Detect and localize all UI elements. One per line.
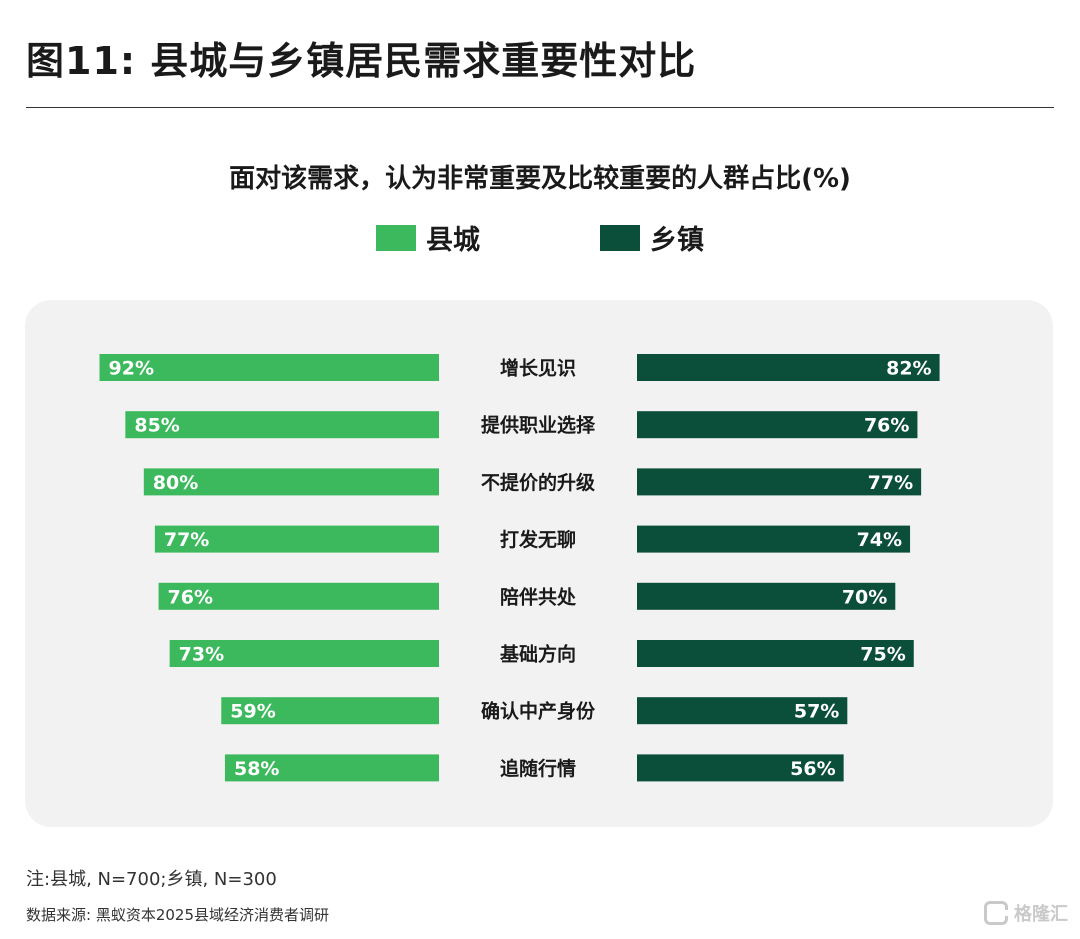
data-label-county-0: 92% — [109, 358, 154, 380]
figure-title: 图11: 县城与乡镇居民需求重要性对比 — [26, 39, 697, 83]
category-label-1: 提供职业选择 — [481, 414, 596, 437]
category-label-3: 打发无聊 — [500, 528, 576, 551]
category-label-4: 陪伴共处 — [500, 585, 577, 608]
bar-county-3 — [154, 525, 439, 553]
bar-town-0 — [637, 354, 940, 381]
chart-title: 面对该需求，认为非常重要及比较重要的人群占比(%) — [229, 164, 851, 194]
data-label-town-2: 77% — [868, 472, 913, 494]
legend-swatch-town — [600, 224, 640, 251]
legend-item-county: 县城 — [376, 218, 480, 257]
bar-town-3 — [637, 525, 911, 553]
bar-county-0 — [99, 354, 440, 381]
category-label-6: 确认中产身份 — [481, 700, 596, 723]
legend-label-county: 县城 — [426, 225, 480, 256]
data-label-town-3: 74% — [857, 529, 902, 551]
data-label-county-4: 76% — [168, 586, 213, 608]
bar-county-1 — [125, 411, 439, 439]
brand-icon — [984, 901, 1008, 925]
bar-town-4 — [637, 582, 896, 610]
data-label-county-3: 77% — [164, 529, 209, 551]
data-label-county-6: 59% — [230, 701, 275, 723]
bar-town-5 — [637, 640, 914, 667]
data-label-town-0: 82% — [886, 358, 931, 380]
data-label-town-1: 76% — [864, 415, 909, 437]
data-label-town-5: 75% — [860, 644, 905, 666]
footnote: 注:县城, N=700;乡镇, N=300 — [26, 869, 277, 890]
brand-name: 格隆汇 — [1014, 904, 1068, 925]
brand-logo: 格隆汇 — [984, 900, 1068, 926]
bar-town-6 — [637, 697, 848, 725]
data-label-county-7: 58% — [234, 758, 279, 780]
chart-panel: 92% 82% 增长见识 85% 76% 提供职业选择 80% 77% 不提价的升级 77% 74%… — [25, 300, 1053, 827]
legend-label-town: 乡镇 — [650, 225, 704, 256]
category-label-5: 基础方向 — [499, 643, 576, 666]
bar-county-2 — [143, 468, 440, 496]
butterfly-chart: 92% 82% 增长见识 85% 76% 提供职业选择 80% 77% 不提价的升级 77% 74%… — [99, 354, 940, 782]
category-label-2: 不提价的升级 — [481, 471, 595, 494]
title-rule — [26, 107, 1054, 108]
bar-county-6 — [221, 697, 439, 725]
source-text: 数据来源: 黑蚁资本2025县域经济消费者调研 — [26, 906, 329, 924]
data-label-town-6: 57% — [794, 701, 839, 723]
bar-county-5 — [169, 640, 439, 667]
bar-county-7 — [224, 754, 439, 782]
bar-town-1 — [637, 411, 918, 439]
category-label-0: 增长见识 — [500, 357, 576, 380]
legend-swatch-county — [376, 224, 416, 251]
legend-item-town: 乡镇 — [600, 218, 704, 257]
data-label-town-4: 70% — [842, 586, 887, 608]
data-label-county-2: 80% — [153, 472, 198, 494]
bar-town-7 — [637, 754, 844, 782]
data-label-county-1: 85% — [134, 415, 179, 437]
legend: 县城 乡镇 — [0, 218, 1080, 257]
bar-town-2 — [637, 468, 922, 496]
category-label-7: 追随行情 — [500, 757, 576, 780]
bar-county-4 — [158, 582, 439, 610]
data-label-town-7: 56% — [790, 758, 835, 780]
data-label-county-5: 73% — [179, 644, 224, 666]
